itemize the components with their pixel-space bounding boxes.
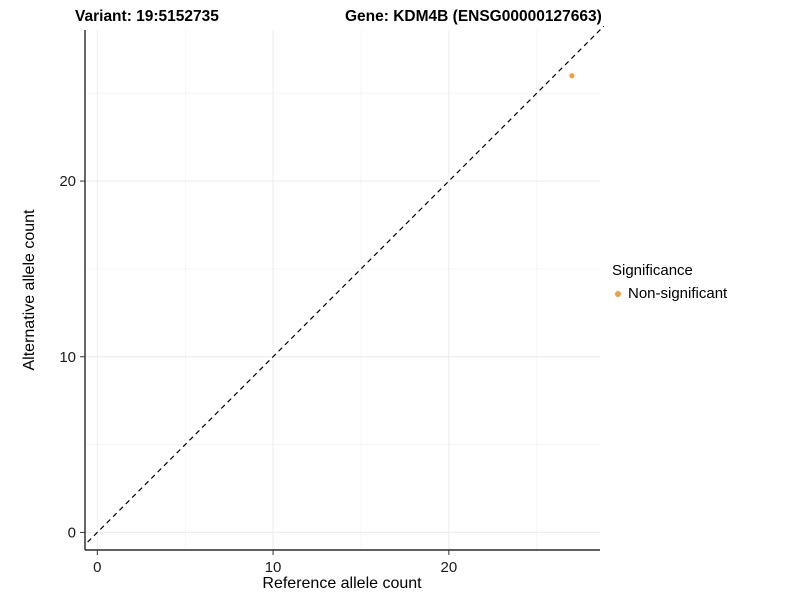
legend-item-label: Non-significant — [628, 285, 728, 302]
y-tick-label: 20 — [59, 173, 76, 190]
y-tick-label: 10 — [59, 349, 76, 366]
plot-title-variant: Variant: 19:5152735 — [75, 8, 219, 25]
x-tick-label: 10 — [265, 559, 282, 576]
data-point — [569, 73, 575, 79]
y-tick-label: 0 — [68, 524, 76, 541]
legend-dot-icon — [615, 290, 621, 297]
x-tick-label: 0 — [93, 559, 101, 576]
legend-item-nonsignificant: Non-significant — [612, 285, 727, 302]
legend: Significance Non-significant — [612, 262, 727, 302]
x-axis-label: Reference allele count — [262, 575, 422, 592]
plot-title-gene: Gene: KDM4B (ENSG00000127663) — [345, 8, 602, 25]
legend-title: Significance — [612, 262, 693, 279]
y-axis-label: Alternative allele count — [21, 209, 38, 371]
identity-line — [85, 26, 604, 546]
x-tick-label: 20 — [440, 559, 457, 576]
